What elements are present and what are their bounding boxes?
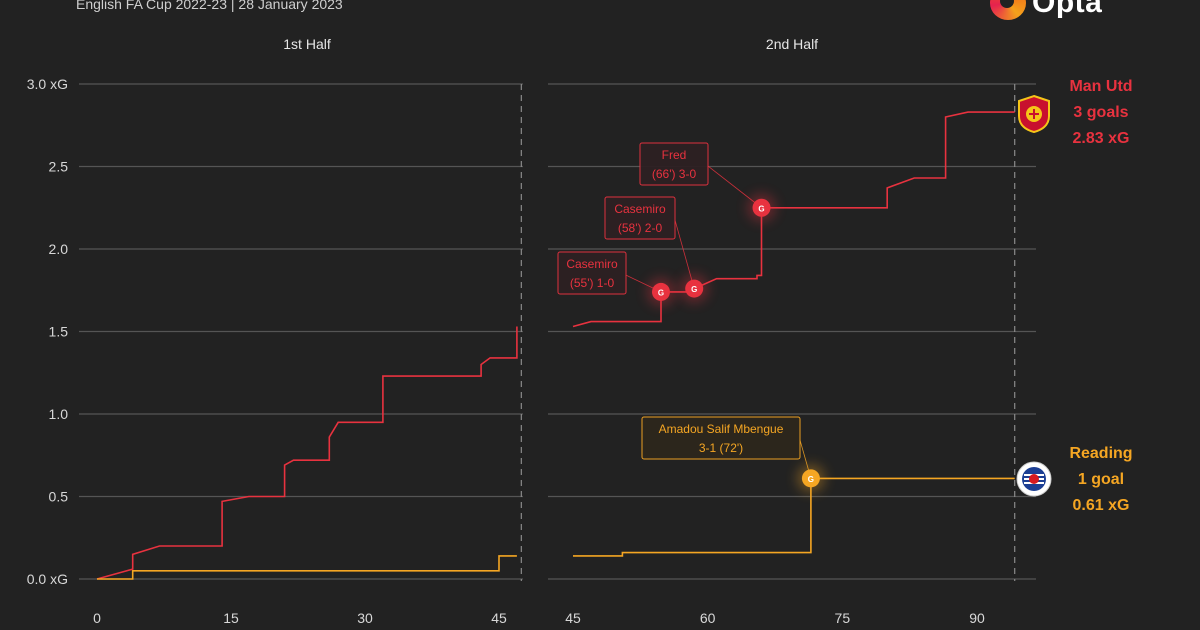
goal-annotation-box bbox=[641, 416, 801, 460]
chart-subtitle: English FA Cup 2022-23 | 28 January 2023 bbox=[76, 0, 343, 12]
x-tick-label: 75 bbox=[835, 610, 851, 626]
reading-xg-line-first-half bbox=[97, 555, 517, 580]
goal-marker-letter: G bbox=[658, 288, 664, 297]
goal-time-score-label: (66') 3-0 bbox=[652, 167, 697, 181]
man-utd-goals: 3 goals bbox=[1073, 104, 1129, 121]
man-utd-xg: 2.83 xG bbox=[1072, 130, 1130, 147]
y-tick-label: 1.0 bbox=[49, 406, 69, 422]
x-tick-label: 45 bbox=[491, 610, 507, 626]
goal-scorer-label: Casemiro bbox=[566, 257, 618, 271]
y-tick-label: 0.0 xG bbox=[27, 571, 68, 587]
reading-xg-line-second-half bbox=[573, 477, 1015, 557]
goal-marker-letter: G bbox=[758, 204, 764, 213]
goal-marker bbox=[685, 279, 704, 298]
opta-logo: Opta bbox=[990, 0, 1140, 26]
y-tick-label: 2.5 bbox=[49, 159, 69, 175]
y-tick-label: 0.5 bbox=[49, 489, 69, 505]
x-tick-label: 45 bbox=[565, 610, 581, 626]
x-tick-label: 90 bbox=[969, 610, 985, 626]
goal-marker bbox=[651, 282, 670, 301]
reading-name: Reading bbox=[1069, 445, 1133, 462]
man-utd-summary: Man Utd 3 goals 2.83 xG bbox=[1046, 74, 1156, 152]
y-tick-label: 1.5 bbox=[49, 324, 69, 340]
goal-annotation-box bbox=[639, 142, 709, 186]
reading-xg: 0.61 xG bbox=[1072, 497, 1130, 514]
opta-logo-text: Opta bbox=[1032, 0, 1103, 19]
man-utd-crest-icon bbox=[1018, 94, 1050, 134]
goal-time-score-label: (55') 1-0 bbox=[570, 276, 615, 290]
x-tick-label: 15 bbox=[223, 610, 239, 626]
panel-title-second-half: 2nd Half bbox=[766, 36, 818, 52]
x-tick-label: 0 bbox=[93, 610, 101, 626]
goal-scorer-label: Amadou Salif Mbengue bbox=[659, 422, 784, 436]
opta-logo-icon bbox=[990, 0, 1026, 20]
reading-crest-icon bbox=[1016, 461, 1052, 497]
goal-marker-letter: G bbox=[691, 285, 697, 294]
x-tick-label: 30 bbox=[357, 610, 373, 626]
goal-annotation-box bbox=[604, 196, 676, 240]
y-tick-label: 3.0 xG bbox=[27, 76, 68, 92]
goal-marker-letter: G bbox=[808, 475, 814, 484]
man-utd-xg-line-first-half bbox=[96, 326, 518, 580]
x-tick-label: 60 bbox=[700, 610, 716, 626]
goal-marker bbox=[752, 198, 771, 217]
goal-marker bbox=[801, 469, 820, 488]
goal-scorer-label: Casemiro bbox=[614, 202, 666, 216]
panel-title-first-half: 1st Half bbox=[283, 36, 331, 52]
goal-annotation-box bbox=[557, 251, 627, 295]
reading-summary: Reading 1 goal 0.61 xG bbox=[1046, 441, 1156, 519]
reading-goals: 1 goal bbox=[1077, 471, 1125, 488]
man-utd-name: Man Utd bbox=[1069, 78, 1133, 95]
goal-scorer-label: Fred bbox=[662, 148, 687, 162]
goal-time-score-label: (58') 2-0 bbox=[618, 221, 663, 235]
y-tick-label: 2.0 bbox=[49, 241, 69, 257]
goal-time-score-label: 3-1 (72') bbox=[699, 441, 743, 455]
